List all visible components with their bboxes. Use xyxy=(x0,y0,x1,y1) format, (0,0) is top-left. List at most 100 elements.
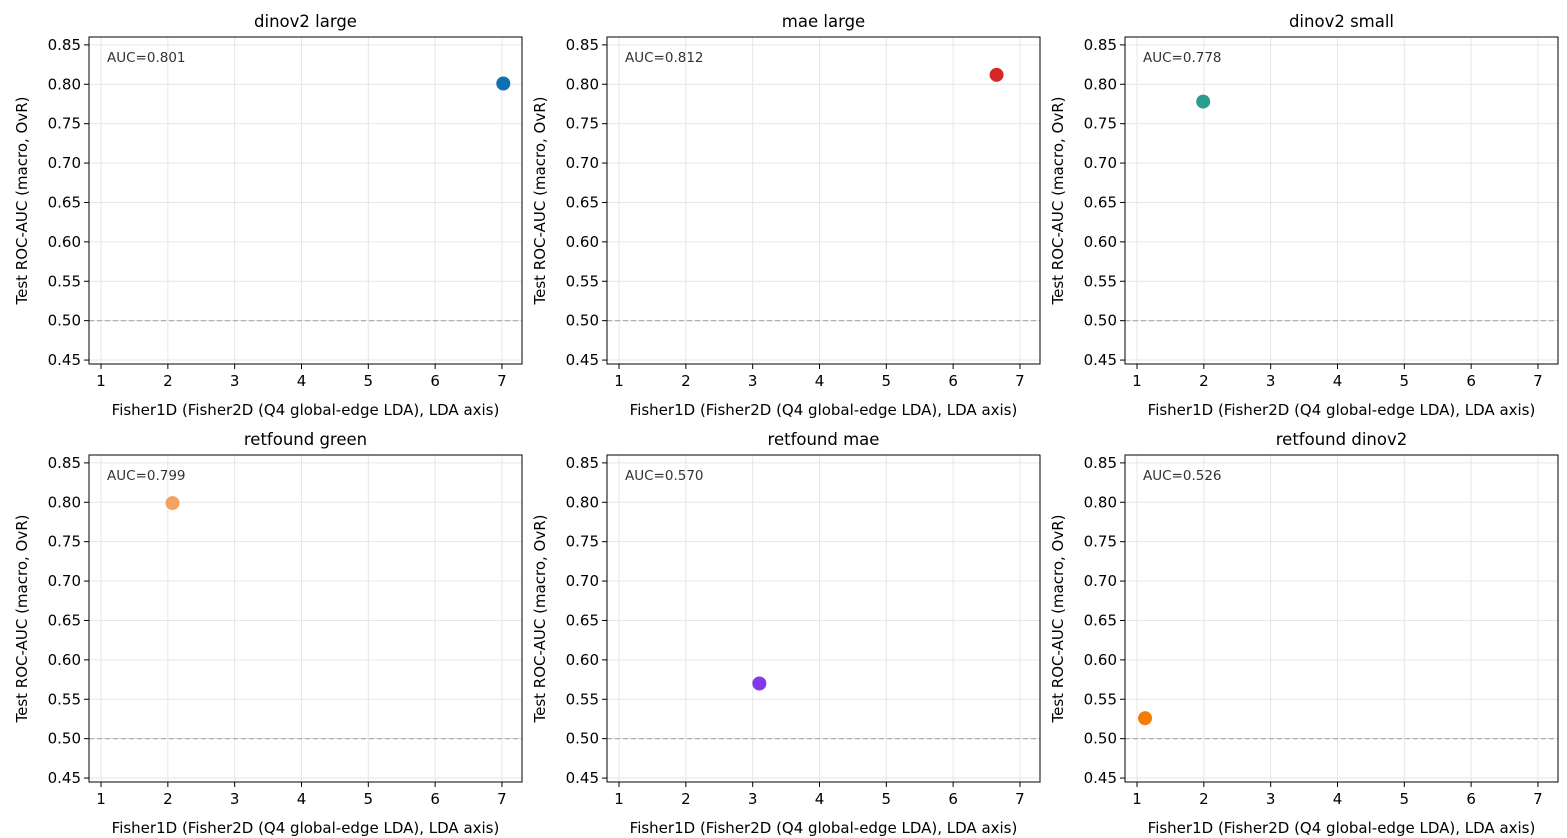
y-tick-label: 0.45 xyxy=(1084,769,1117,787)
auc-annotation: AUC=0.799 xyxy=(107,468,186,484)
auc-annotation: AUC=0.570 xyxy=(625,468,704,484)
x-tick-label: 5 xyxy=(882,372,892,390)
y-axis-label: Test ROC-AUC (macro, OvR) xyxy=(531,97,549,306)
y-tick-label: 0.80 xyxy=(566,493,599,511)
x-tick-label: 6 xyxy=(948,790,958,808)
y-tick-label: 0.85 xyxy=(566,454,599,472)
x-tick-label: 4 xyxy=(815,372,825,390)
x-tick-label: 5 xyxy=(882,790,892,808)
x-tick-label: 1 xyxy=(1132,790,1142,808)
y-tick-label: 0.55 xyxy=(566,272,599,290)
y-tick-label: 0.50 xyxy=(48,312,81,330)
x-axis-label: Fisher1D (Fisher2D (Q4 global-edge LDA),… xyxy=(1148,401,1536,419)
x-axis-label: Fisher1D (Fisher2D (Q4 global-edge LDA),… xyxy=(630,819,1018,837)
y-axis-label: Test ROC-AUC (macro, OvR) xyxy=(1049,515,1067,724)
x-tick-label: 1 xyxy=(96,790,106,808)
x-tick-label: 2 xyxy=(681,790,691,808)
x-tick-label: 7 xyxy=(497,790,507,808)
y-axis-label: Test ROC-AUC (macro, OvR) xyxy=(13,515,31,724)
y-tick-label: 0.85 xyxy=(48,36,81,54)
x-tick-label: 3 xyxy=(230,790,240,808)
data-point xyxy=(989,67,1004,82)
x-tick-label: 5 xyxy=(364,790,374,808)
x-tick-label: 7 xyxy=(1015,790,1025,808)
y-tick-label: 0.80 xyxy=(1084,75,1117,93)
y-tick-label: 0.75 xyxy=(1084,115,1117,133)
y-tick-label: 0.75 xyxy=(566,533,599,551)
x-axis-label: Fisher1D (Fisher2D (Q4 global-edge LDA),… xyxy=(1148,819,1536,837)
y-tick-label: 0.75 xyxy=(566,115,599,133)
y-tick-label: 0.65 xyxy=(1084,611,1117,629)
x-tick-label: 3 xyxy=(748,790,758,808)
y-tick-label: 0.75 xyxy=(48,533,81,551)
y-tick-label: 0.60 xyxy=(48,651,81,669)
axes-frame xyxy=(606,36,1041,365)
y-tick-label: 0.65 xyxy=(1084,193,1117,211)
data-point xyxy=(1196,94,1211,109)
y-axis-label: Test ROC-AUC (macro, OvR) xyxy=(531,515,549,724)
y-tick-label: 0.50 xyxy=(1084,312,1117,330)
y-tick-label: 0.50 xyxy=(48,730,81,748)
x-tick-label: 3 xyxy=(748,372,758,390)
x-tick-label: 1 xyxy=(1132,372,1142,390)
auc-annotation: AUC=0.801 xyxy=(107,50,186,66)
x-tick-label: 7 xyxy=(1533,790,1543,808)
y-tick-label: 0.65 xyxy=(566,611,599,629)
y-tick-label: 0.75 xyxy=(1084,533,1117,551)
x-axis-label: Fisher1D (Fisher2D (Q4 global-edge LDA),… xyxy=(630,401,1018,419)
x-tick-label: 5 xyxy=(1400,790,1410,808)
x-tick-label: 4 xyxy=(815,790,825,808)
x-tick-label: 6 xyxy=(430,372,440,390)
y-tick-label: 0.80 xyxy=(48,493,81,511)
subplot-title: retfound mae xyxy=(768,430,880,449)
axes-frame xyxy=(1124,454,1559,783)
axes-frame xyxy=(1124,36,1559,365)
x-tick-label: 4 xyxy=(1333,372,1343,390)
y-tick-label: 0.80 xyxy=(566,75,599,93)
y-tick-label: 0.60 xyxy=(1084,651,1117,669)
data-point xyxy=(752,676,767,691)
y-tick-label: 0.55 xyxy=(48,272,81,290)
y-tick-label: 0.50 xyxy=(566,312,599,330)
y-tick-label: 0.70 xyxy=(566,154,599,172)
y-tick-label: 0.60 xyxy=(566,233,599,251)
y-tick-label: 0.55 xyxy=(566,690,599,708)
x-tick-label: 4 xyxy=(297,790,307,808)
x-tick-label: 7 xyxy=(1015,372,1025,390)
x-tick-label: 2 xyxy=(1199,372,1209,390)
axes-frame xyxy=(88,36,523,365)
y-tick-label: 0.85 xyxy=(566,36,599,54)
x-tick-label: 2 xyxy=(681,372,691,390)
subplot-title: retfound green xyxy=(244,430,367,449)
y-tick-label: 0.75 xyxy=(48,115,81,133)
subplot-4: 1 2 3 4 5 6 7 0.45 0.50 0.55 0.60 0.65 0.70 0.75 0.80 0… xyxy=(13,430,523,837)
y-tick-label: 0.65 xyxy=(48,611,81,629)
x-tick-label: 6 xyxy=(1466,790,1476,808)
subplot-title: dinov2 large xyxy=(254,12,357,31)
x-tick-label: 5 xyxy=(364,372,374,390)
x-tick-label: 6 xyxy=(1466,372,1476,390)
subplot-title: dinov2 small xyxy=(1289,12,1394,31)
x-tick-label: 6 xyxy=(430,790,440,808)
y-tick-label: 0.45 xyxy=(48,351,81,369)
x-tick-label: 2 xyxy=(163,372,173,390)
y-tick-label: 0.70 xyxy=(48,572,81,590)
data-point xyxy=(165,496,180,511)
y-tick-label: 0.45 xyxy=(48,769,81,787)
subplot-title: retfound dinov2 xyxy=(1276,430,1407,449)
auc-annotation: AUC=0.812 xyxy=(625,50,704,66)
y-tick-label: 0.70 xyxy=(48,154,81,172)
x-tick-label: 2 xyxy=(1199,790,1209,808)
axes-frame xyxy=(88,454,523,783)
data-point xyxy=(1138,711,1153,726)
y-tick-label: 0.60 xyxy=(1084,233,1117,251)
x-axis-label: Fisher1D (Fisher2D (Q4 global-edge LDA),… xyxy=(112,819,500,837)
x-tick-label: 4 xyxy=(297,372,307,390)
auc-annotation: AUC=0.526 xyxy=(1143,468,1222,484)
subplot-title: mae large xyxy=(782,12,865,31)
data-point xyxy=(496,76,511,91)
y-tick-label: 0.55 xyxy=(48,690,81,708)
subplot-6: 1 2 3 4 5 6 7 0.45 0.50 0.55 0.60 0.65 0.70 0.75 0.80 0… xyxy=(1049,430,1559,837)
x-tick-label: 3 xyxy=(1266,372,1276,390)
